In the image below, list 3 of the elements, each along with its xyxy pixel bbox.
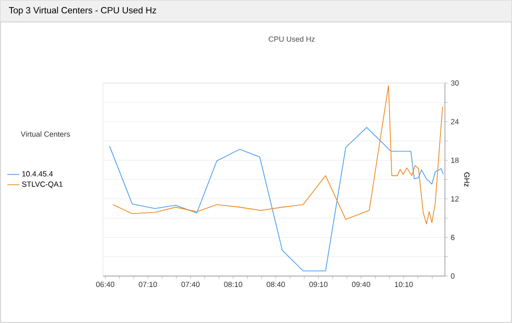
line-series: [109, 127, 444, 272]
chart-title: Top 3 Virtual Centers - CPU Used Hz: [8, 6, 156, 16]
line-series: [112, 85, 443, 224]
